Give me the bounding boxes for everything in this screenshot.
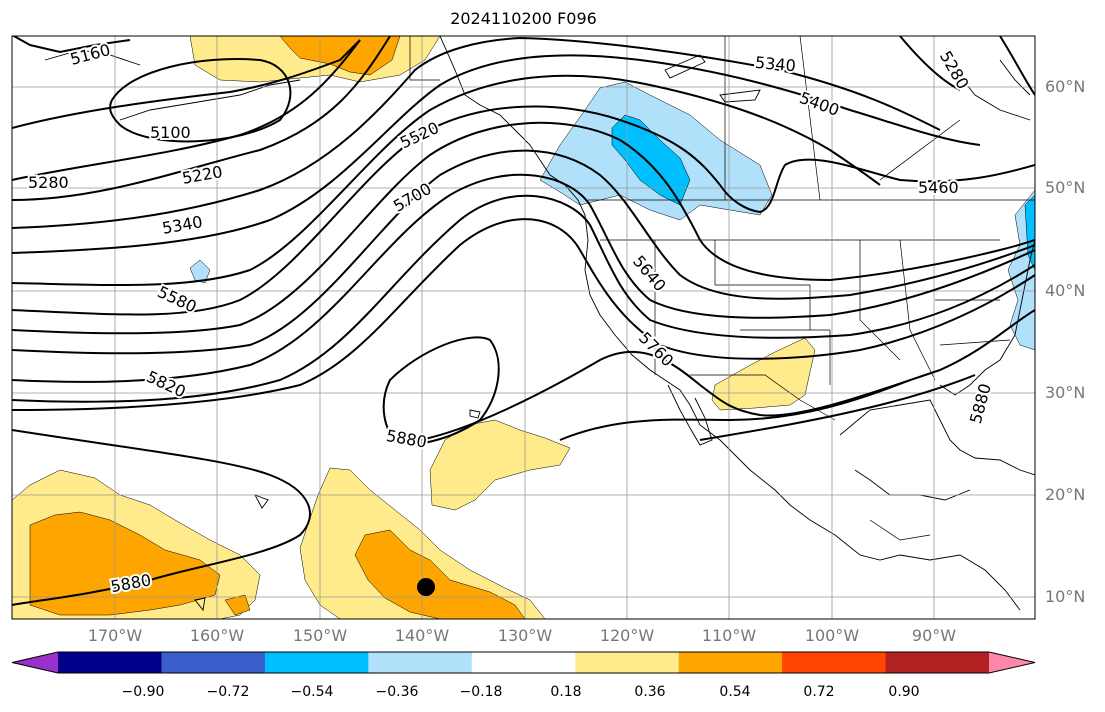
lon-label-150w: 150°W	[292, 626, 348, 645]
contour-label: 5100	[150, 123, 191, 142]
contour-label: 5460	[918, 178, 959, 197]
colorbar-segment	[471, 652, 576, 673]
contour-label: 5340	[754, 53, 796, 75]
colorbar-tick-label: −0.72	[206, 684, 250, 700]
lat-label-20n: 20°N	[1045, 485, 1086, 504]
colorbar-tick-label: 0.72	[803, 684, 835, 700]
colorbar-outline	[11, 651, 1036, 674]
storm-center-marker	[417, 578, 435, 596]
lon-label-90w: 90°W	[911, 626, 957, 645]
map-title: 2024110200 F096	[450, 9, 597, 28]
colorbar-segment	[264, 652, 369, 673]
colorbar-tick-label: 0.36	[634, 684, 666, 700]
lat-label-50n: 50°N	[1045, 178, 1086, 197]
colorbar-segment	[678, 652, 783, 673]
map-frame	[11, 35, 1036, 620]
colorbar-tick-label: −0.18	[459, 684, 503, 700]
lat-label-30n: 30°N	[1045, 383, 1086, 402]
lat-label-60n: 60°N	[1045, 77, 1086, 96]
lat-label-40n: 40°N	[1045, 281, 1086, 300]
colorbar-tick-label: 0.90	[888, 684, 920, 700]
coastlines	[44, 36, 1035, 612]
lon-label-140w: 140°W	[394, 626, 450, 645]
colorbar-tick-label: −0.90	[121, 684, 165, 700]
lon-label-130w: 130°W	[497, 626, 553, 645]
lon-label-100w: 100°W	[804, 626, 860, 645]
lat-label-10n: 10°N	[1045, 587, 1086, 606]
height-contours	[12, 36, 1035, 606]
colorbar-segment	[782, 652, 887, 673]
colorbar-segment	[161, 652, 266, 673]
colorbar-extend-low	[12, 652, 58, 673]
lon-label-170w: 170°W	[87, 626, 143, 645]
lon-label-120w: 120°W	[599, 626, 655, 645]
lon-label-110w: 110°W	[701, 626, 757, 645]
colorbar-tick-label: −0.36	[375, 684, 419, 700]
colorbar-segment	[58, 652, 162, 673]
colorbar-segment	[575, 652, 680, 673]
colorbar-extend-high	[989, 652, 1035, 673]
colorbar-tick-label: 0.18	[550, 684, 582, 700]
shaded-anomaly-regions	[12, 36, 1035, 619]
colorbar	[11, 651, 1036, 674]
grid-lines	[12, 36, 1035, 619]
colorbar-segment	[885, 652, 990, 673]
lon-label-160w: 160°W	[189, 626, 245, 645]
colorbar-tick-label: 0.54	[719, 684, 751, 700]
colorbar-segment	[368, 652, 473, 673]
contour-label: 5280	[28, 173, 69, 192]
colorbar-tick-label: −0.54	[290, 684, 334, 700]
